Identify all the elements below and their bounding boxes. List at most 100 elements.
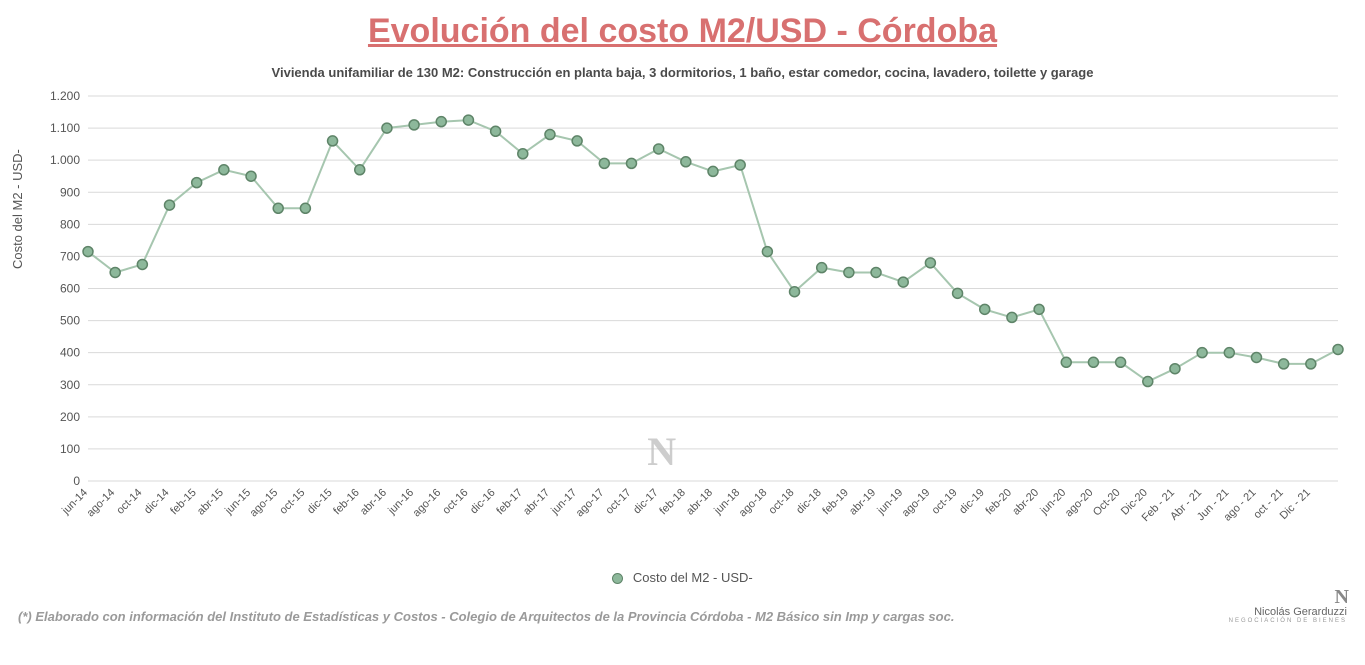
footnote: (*) Elaborado con información del Instit… xyxy=(18,609,954,624)
data-point xyxy=(545,130,555,140)
x-tick-label: Dic - 21 xyxy=(1278,487,1313,522)
y-tick-label: 1.200 xyxy=(50,89,80,103)
data-point xyxy=(165,200,175,210)
data-point xyxy=(273,203,283,213)
data-point xyxy=(1034,304,1044,314)
data-point xyxy=(328,136,338,146)
data-point xyxy=(1007,312,1017,322)
data-point xyxy=(83,247,93,257)
data-point xyxy=(110,267,120,277)
x-tick-label: feb-18 xyxy=(657,487,688,518)
y-tick-label: 800 xyxy=(60,217,80,231)
x-tick-label: dic-18 xyxy=(794,487,824,517)
y-tick-label: 600 xyxy=(60,282,80,296)
x-tick-label: dic-17 xyxy=(631,487,661,517)
data-point xyxy=(463,115,473,125)
data-point xyxy=(654,144,664,154)
x-tick-label: feb-17 xyxy=(494,487,525,518)
data-point xyxy=(137,259,147,269)
data-point xyxy=(762,247,772,257)
brand-name: Nicolás Gerarduzzi xyxy=(1229,607,1347,618)
x-tick-label: dic-14 xyxy=(142,487,172,517)
data-point xyxy=(871,267,881,277)
x-tick-label: oct-16 xyxy=(440,487,470,517)
y-tick-label: 300 xyxy=(60,378,80,392)
x-tick-label: ago-17 xyxy=(574,487,607,520)
x-tick-label: Oct-20 xyxy=(1091,487,1123,519)
x-tick-label: ago-14 xyxy=(85,487,118,520)
data-point xyxy=(219,165,229,175)
x-tick-label: dic-16 xyxy=(468,487,498,517)
legend-marker-icon xyxy=(612,573,623,584)
x-tick-label: dic-19 xyxy=(957,487,987,517)
x-tick-label: ago-15 xyxy=(248,487,281,520)
y-tick-label: 1.100 xyxy=(50,121,80,135)
brand-logo-icon: N xyxy=(1229,587,1347,607)
data-point xyxy=(953,288,963,298)
data-point xyxy=(735,160,745,170)
watermark-icon: N xyxy=(647,429,676,474)
data-point xyxy=(844,267,854,277)
data-point xyxy=(817,263,827,273)
x-tick-label: feb-15 xyxy=(168,487,199,518)
x-tick-label: ago-18 xyxy=(737,487,770,520)
data-point xyxy=(382,123,392,133)
chart-title: Evolución del costo M2/USD - Córdoba xyxy=(18,12,1347,51)
data-point xyxy=(409,120,419,130)
x-tick-label: abr-16 xyxy=(358,487,389,518)
x-tick-label: ago-20 xyxy=(1063,487,1096,520)
y-tick-label: 200 xyxy=(60,410,80,424)
x-tick-label: oct-14 xyxy=(114,487,144,517)
y-tick-label: 100 xyxy=(60,442,80,456)
data-point xyxy=(790,287,800,297)
data-point xyxy=(681,157,691,167)
data-point xyxy=(192,178,202,188)
data-point xyxy=(1251,352,1261,362)
data-point xyxy=(1306,359,1316,369)
data-point xyxy=(708,166,718,176)
x-tick-label: oct-15 xyxy=(277,487,307,517)
data-point xyxy=(1116,357,1126,367)
series-line xyxy=(88,120,1338,381)
chart-subtitle: Vivienda unifamiliar de 130 M2: Construc… xyxy=(18,65,1347,80)
data-point xyxy=(1088,357,1098,367)
y-tick-label: 500 xyxy=(60,314,80,328)
x-tick-label: abr-18 xyxy=(684,487,715,518)
y-axis-title: Costo del M2 - USD- xyxy=(10,149,25,269)
data-point xyxy=(1061,357,1071,367)
data-point xyxy=(925,258,935,268)
x-tick-label: feb-19 xyxy=(820,487,851,518)
chart-container: Costo del M2 - USD- 01002003004005006007… xyxy=(18,86,1347,566)
legend: Costo del M2 - USD- xyxy=(18,570,1347,585)
data-point xyxy=(1224,348,1234,358)
x-tick-label: oct-17 xyxy=(603,487,633,517)
data-point xyxy=(1170,364,1180,374)
data-point xyxy=(491,126,501,136)
brand-tagline: NEGOCIACIÓN DE BIENES xyxy=(1229,618,1347,624)
y-tick-label: 400 xyxy=(60,346,80,360)
x-tick-label: feb-16 xyxy=(331,487,362,518)
data-point xyxy=(436,117,446,127)
x-tick-label: feb-20 xyxy=(983,487,1014,518)
data-point xyxy=(572,136,582,146)
data-point xyxy=(355,165,365,175)
x-tick-label: ago-19 xyxy=(900,487,933,520)
x-tick-label: dic-15 xyxy=(305,487,335,517)
data-point xyxy=(1279,359,1289,369)
y-gridlines xyxy=(88,96,1338,481)
data-point xyxy=(518,149,528,159)
legend-label: Costo del M2 - USD- xyxy=(633,570,753,585)
x-tick-label: abr-15 xyxy=(195,487,226,518)
data-point xyxy=(1333,344,1343,354)
data-point xyxy=(1143,377,1153,387)
data-point xyxy=(898,277,908,287)
x-tick-label: oct-19 xyxy=(930,487,960,517)
y-tick-label: 900 xyxy=(60,185,80,199)
y-tick-label: 1.000 xyxy=(50,153,80,167)
line-chart: 01002003004005006007008009001.0001.1001.… xyxy=(18,86,1347,566)
x-tick-label: abr-17 xyxy=(521,487,552,518)
data-point xyxy=(246,171,256,181)
data-point xyxy=(1197,348,1207,358)
data-point xyxy=(300,203,310,213)
x-tick-label: oct-18 xyxy=(767,487,797,517)
